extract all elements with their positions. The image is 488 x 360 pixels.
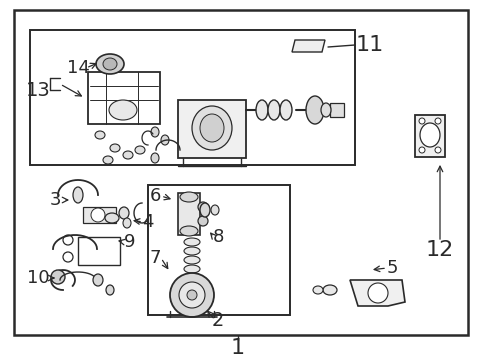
Ellipse shape — [419, 123, 439, 147]
Ellipse shape — [434, 118, 440, 124]
Ellipse shape — [135, 146, 145, 154]
Ellipse shape — [110, 144, 120, 152]
Ellipse shape — [256, 100, 267, 120]
Ellipse shape — [418, 147, 424, 153]
Ellipse shape — [323, 285, 336, 295]
Ellipse shape — [93, 274, 103, 286]
Ellipse shape — [183, 274, 200, 282]
Ellipse shape — [123, 218, 131, 228]
Ellipse shape — [103, 156, 113, 164]
Ellipse shape — [63, 235, 73, 245]
Ellipse shape — [434, 147, 440, 153]
Ellipse shape — [105, 213, 119, 223]
Text: 11: 11 — [355, 35, 384, 55]
Ellipse shape — [180, 226, 198, 236]
Bar — [30, 30, 354, 165]
Text: 10: 10 — [27, 269, 49, 287]
Ellipse shape — [179, 282, 204, 308]
Ellipse shape — [161, 135, 169, 145]
Ellipse shape — [200, 203, 209, 217]
Bar — [178, 100, 245, 158]
Ellipse shape — [198, 202, 207, 212]
Text: 4: 4 — [142, 213, 153, 231]
Ellipse shape — [96, 54, 124, 74]
Ellipse shape — [106, 285, 114, 295]
Ellipse shape — [312, 286, 323, 294]
Bar — [83, 207, 116, 223]
Ellipse shape — [151, 127, 159, 137]
Ellipse shape — [91, 208, 105, 222]
Ellipse shape — [267, 100, 280, 120]
Ellipse shape — [123, 151, 133, 159]
Ellipse shape — [151, 153, 159, 163]
Ellipse shape — [183, 265, 200, 273]
Ellipse shape — [210, 205, 219, 215]
Ellipse shape — [280, 100, 291, 120]
Ellipse shape — [180, 192, 198, 202]
Ellipse shape — [320, 103, 330, 117]
Text: 7: 7 — [149, 249, 161, 267]
Text: 8: 8 — [212, 228, 223, 246]
Ellipse shape — [109, 100, 137, 120]
Ellipse shape — [103, 58, 117, 70]
Text: 2: 2 — [211, 310, 224, 329]
Ellipse shape — [186, 290, 197, 300]
Text: 14: 14 — [66, 59, 89, 77]
Text: 13: 13 — [25, 81, 50, 99]
Ellipse shape — [51, 270, 65, 284]
Ellipse shape — [63, 252, 73, 262]
Ellipse shape — [170, 273, 214, 317]
Ellipse shape — [198, 216, 207, 226]
Polygon shape — [291, 40, 325, 52]
Ellipse shape — [192, 106, 231, 150]
Text: 12: 12 — [425, 240, 453, 260]
Polygon shape — [349, 280, 404, 306]
Ellipse shape — [418, 118, 424, 124]
Text: 3: 3 — [49, 191, 61, 209]
Bar — [178, 193, 200, 235]
Ellipse shape — [367, 283, 387, 303]
Ellipse shape — [200, 114, 224, 142]
Ellipse shape — [119, 207, 129, 219]
Ellipse shape — [73, 187, 83, 203]
Bar — [329, 103, 343, 117]
Text: 1: 1 — [230, 338, 244, 358]
Ellipse shape — [305, 96, 324, 124]
Bar — [78, 237, 120, 265]
Text: 6: 6 — [149, 187, 161, 205]
Bar — [88, 72, 160, 124]
Text: 9: 9 — [124, 233, 136, 251]
Bar — [414, 115, 444, 157]
Ellipse shape — [183, 238, 200, 246]
Bar — [148, 185, 289, 315]
Ellipse shape — [183, 256, 200, 264]
Ellipse shape — [183, 247, 200, 255]
Text: 5: 5 — [386, 259, 397, 277]
Ellipse shape — [95, 131, 105, 139]
